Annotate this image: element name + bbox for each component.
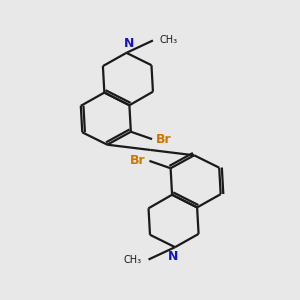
Text: Br: Br — [156, 133, 171, 146]
Text: Br: Br — [130, 154, 146, 167]
Text: CH₃: CH₃ — [124, 255, 142, 265]
Text: CH₃: CH₃ — [159, 35, 178, 45]
Text: N: N — [167, 250, 178, 262]
Text: N: N — [124, 38, 134, 50]
